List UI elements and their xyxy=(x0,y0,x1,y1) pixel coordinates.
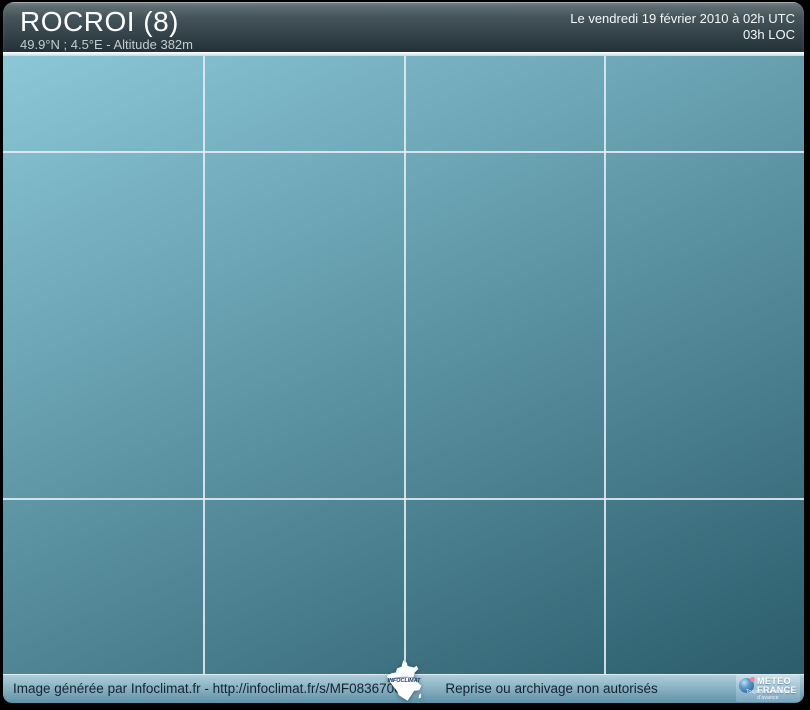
rights-text: Reprise ou archivage non autorisés xyxy=(445,681,658,696)
meteo-france-line1: METEO xyxy=(757,676,792,686)
infoclimat-logo-text: INFOCLIMAT xyxy=(387,678,421,684)
vertical-gridline xyxy=(203,56,206,674)
meteo-france-globe-icon xyxy=(739,677,755,693)
station-coordinates: 49.9°N ; 4.5°E - Altitude 382m xyxy=(20,37,193,52)
vertical-gridline xyxy=(603,56,606,674)
datetime-local: 03h LOC xyxy=(742,27,795,42)
datetime-block: Le vendredi 19 février 2010 à 02h UTC 03… xyxy=(570,2,804,52)
horizontal-gridline xyxy=(3,497,804,500)
meteo-france-tagline: Toujours un temps d'avance xyxy=(745,689,791,701)
weather-graphic-panel: ROCROI (8) 49.9°N ; 4.5°E - Altitude 382… xyxy=(3,2,804,703)
attribution-text: Image générée par Infoclimat.fr - http:/… xyxy=(13,681,410,696)
france-map-icon: INFOCLIMAT xyxy=(386,660,421,701)
meteo-france-wordmark: METEO FRANCE xyxy=(757,677,797,695)
station-info: ROCROI (8) 49.9°N ; 4.5°E - Altitude 382… xyxy=(3,2,193,53)
meteo-france-line2: FRANCE xyxy=(757,685,797,695)
horizontal-gridline xyxy=(3,151,804,154)
meteo-france-logo: METEO FRANCE Toujours un temps d'avance xyxy=(736,675,800,702)
chart-area xyxy=(3,56,804,674)
datetime-utc: Le vendredi 19 février 2010 à 02h UTC xyxy=(570,11,795,26)
header: ROCROI (8) 49.9°N ; 4.5°E - Altitude 382… xyxy=(3,2,804,52)
infoclimat-logo: INFOCLIMAT xyxy=(386,660,422,702)
header-separator xyxy=(3,52,804,56)
vertical-gridline xyxy=(403,56,406,674)
station-name: ROCROI (8) xyxy=(20,6,179,37)
